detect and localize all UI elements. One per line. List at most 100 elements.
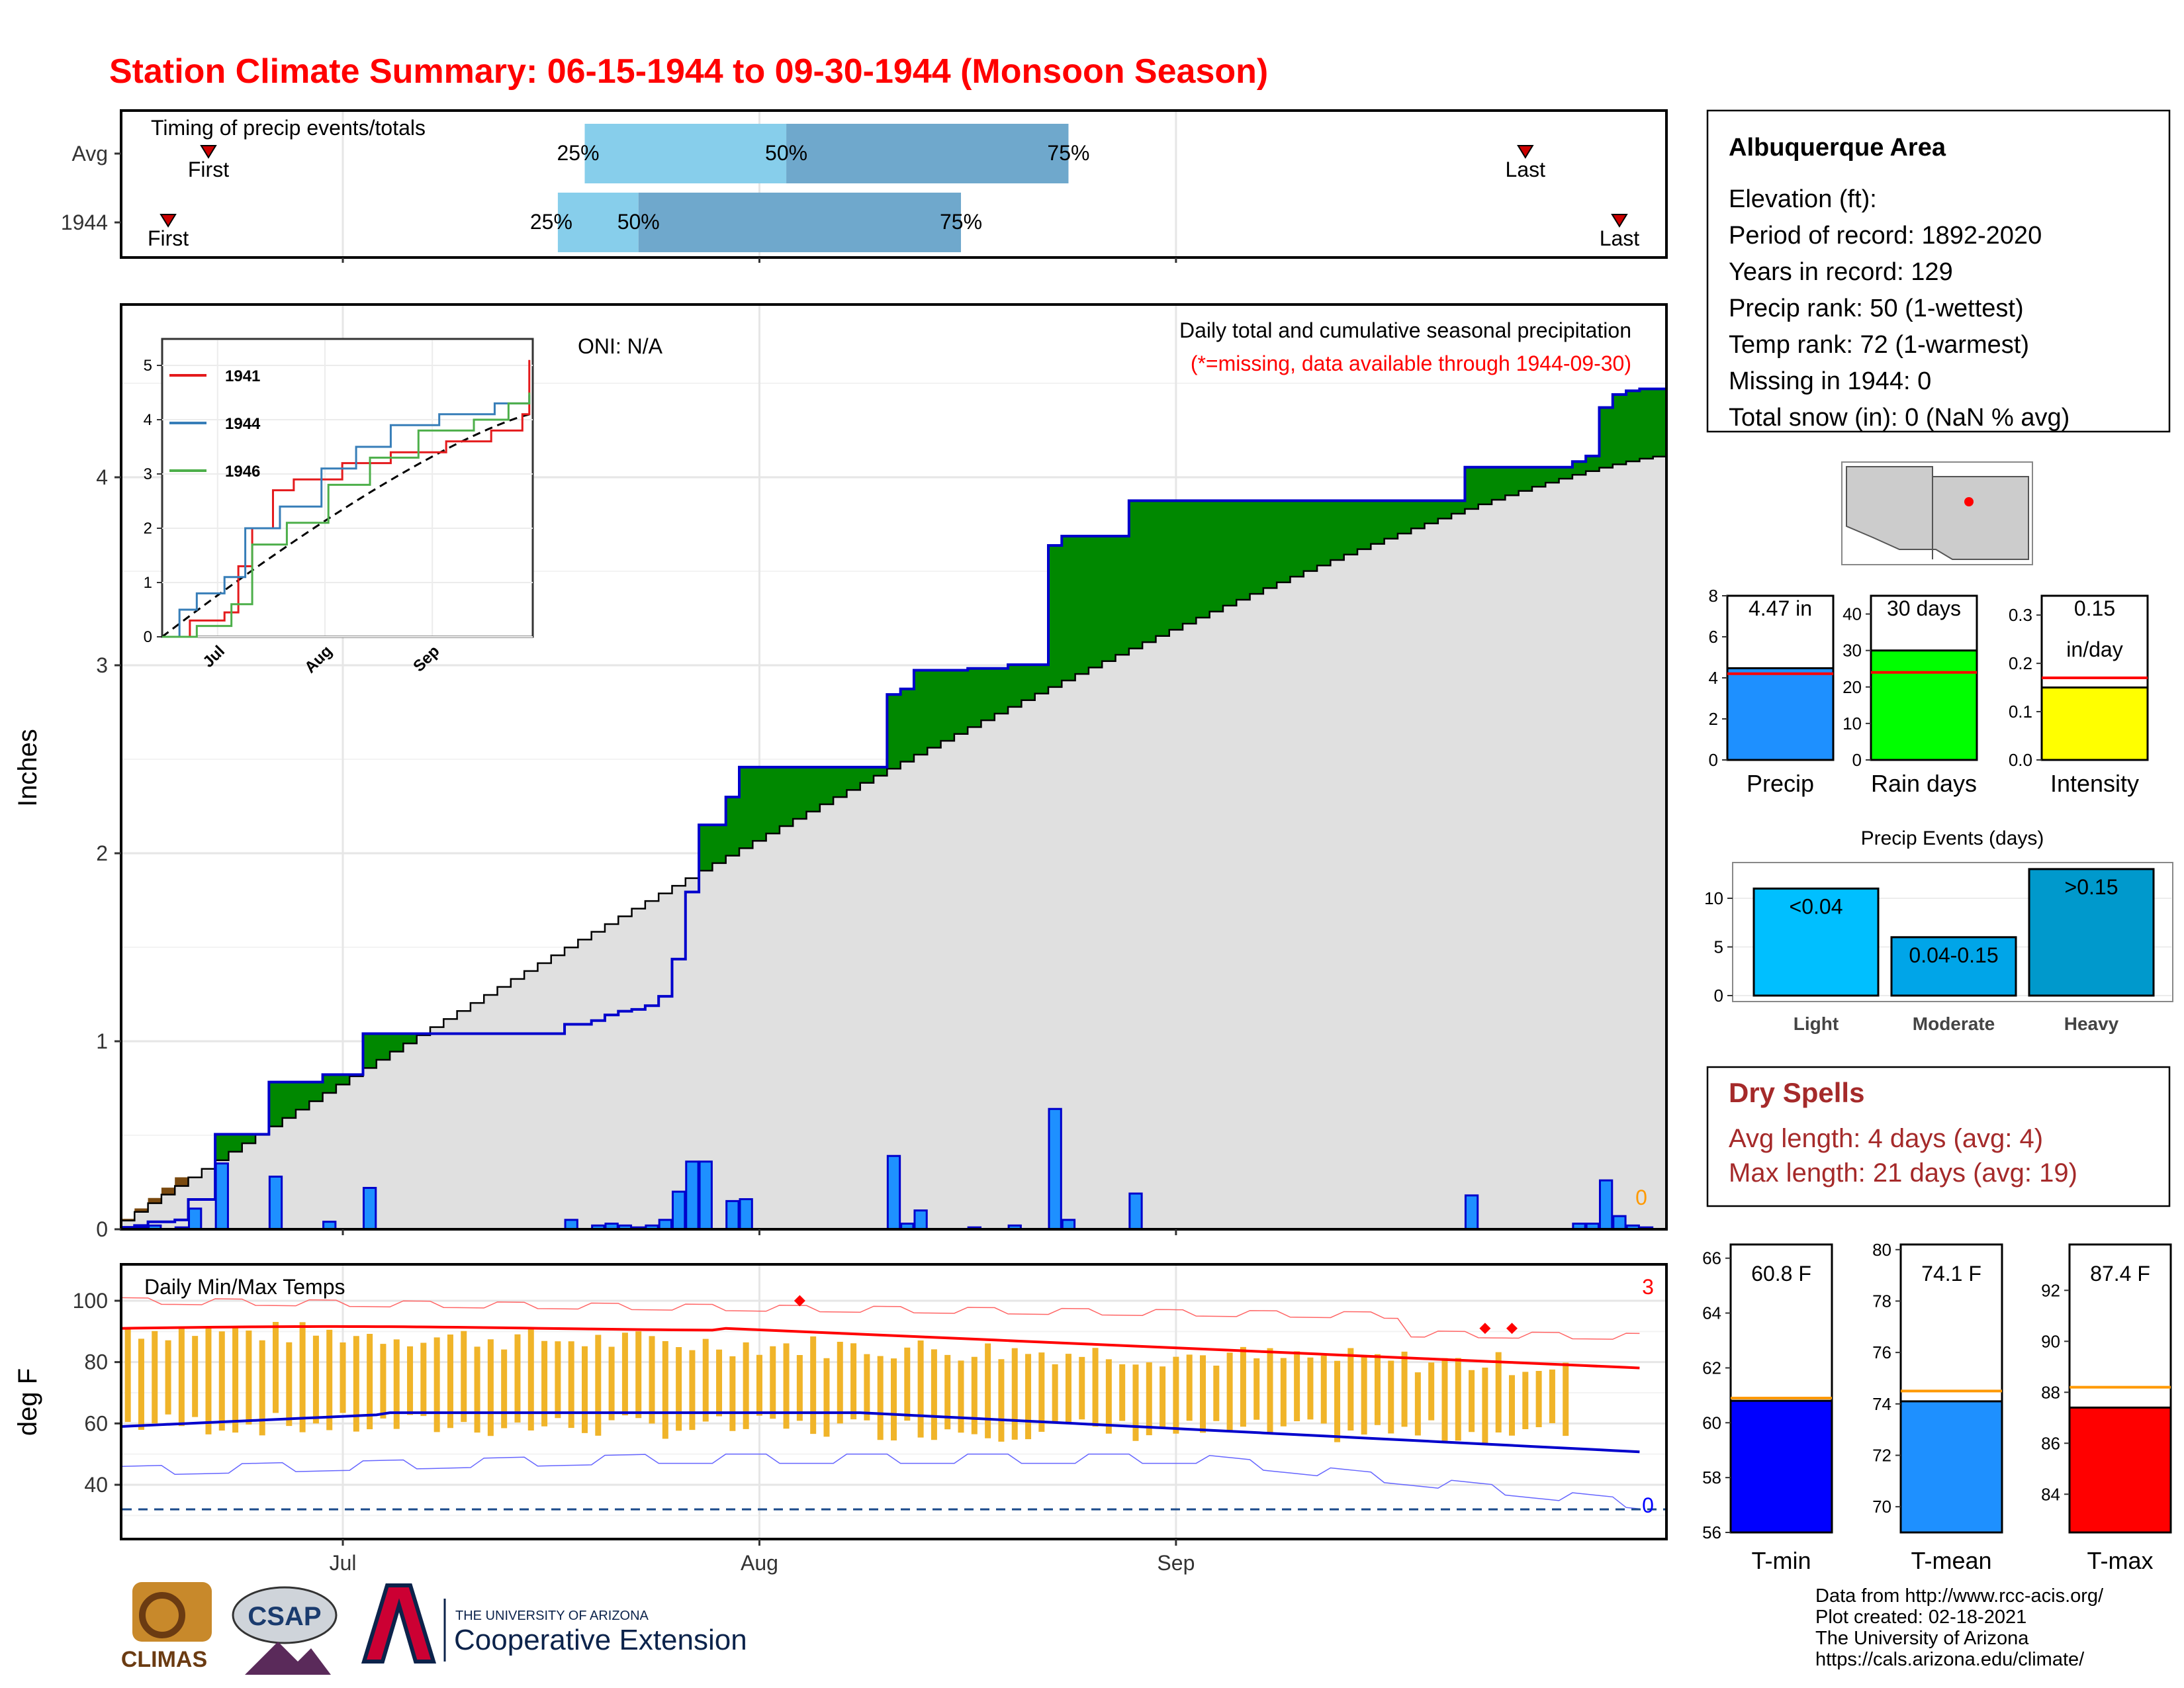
inset-series-line: [162, 395, 531, 638]
credit-line-2: Plot created: 02-18-2021: [1815, 1607, 2026, 1628]
record-high-marker: [794, 1295, 805, 1307]
avg-cum-area: [120, 455, 1668, 1231]
events-bar: [2028, 868, 2155, 997]
tbar-ytick-label: 88: [2041, 1382, 2060, 1402]
mini-bar: [1726, 667, 1835, 761]
timing-bar-late: [786, 124, 1069, 183]
tbar-ytick-label: 80: [1872, 1240, 1891, 1260]
mini-ytick-label: 40: [1843, 604, 1862, 624]
timing-first-marker: [159, 214, 177, 228]
record-high-marker: [1479, 1323, 1491, 1335]
mini-value-label: 30 days: [1887, 596, 1961, 620]
oni-label: ONI: N/A: [578, 334, 663, 358]
timing-label: Timing of precip events/totals: [151, 116, 426, 140]
tbar-ytick-label: 64: [1702, 1303, 1721, 1323]
info-frame: [1706, 109, 2171, 433]
timing-row-label: 1944: [61, 211, 108, 234]
timing-last-marker: [1611, 214, 1628, 228]
daily-precip-bar: [1061, 1219, 1076, 1231]
tbar-ytick-label: 92: [2041, 1280, 2060, 1300]
mini-ytick-label: 0.3: [2009, 605, 2032, 625]
tbar-ytick-label: 56: [1702, 1523, 1721, 1542]
ua-logo: THE UNIVERSITY OF ARIZONA Cooperative Ex…: [361, 1583, 747, 1664]
precip-panel: 0 1 2 3 4 Inches ONI: N/A Daily total and cu…: [13, 303, 1668, 1241]
record-high-marker: [1506, 1323, 1518, 1335]
precip-ylabel: Inches: [13, 729, 42, 807]
tbar-value-label: 74.1 F: [1921, 1262, 1981, 1286]
daily-precip-bar: [1598, 1179, 1614, 1231]
timing-p25: 25%: [530, 210, 572, 234]
temp-ytick-label: 80: [84, 1350, 108, 1374]
daily-precip-bar: [214, 1162, 229, 1231]
timing-bar-early: [584, 124, 787, 183]
station-name: Albuquerque Area: [1729, 134, 1946, 162]
dry-spells-box: Dry Spells Avg length: 4 days (avg: 4) M…: [1706, 1066, 2171, 1207]
tbar-ytick-label: 74: [1872, 1394, 1891, 1414]
mini-ytick-label: 0: [1709, 750, 1718, 770]
info-line: Temp rank: 72 (1-warmest): [1729, 331, 2029, 359]
daily-precip-bar: [739, 1198, 753, 1231]
mini-ytick-label: 0: [1852, 750, 1862, 770]
daily-precip-bar: [658, 1219, 672, 1231]
dry-title: Dry Spells: [1729, 1077, 1864, 1108]
tbar-ytick-label: 78: [1872, 1291, 1891, 1311]
temp-xtick-label: Aug: [741, 1551, 778, 1575]
timing-p50: 50%: [765, 141, 807, 165]
tbar-bar: [2068, 1406, 2172, 1534]
temp-ytick-label: 100: [73, 1289, 108, 1313]
temp-label: Daily Min/Max Temps: [144, 1275, 345, 1299]
precip-note: Daily total and cumulative seasonal prec…: [1179, 318, 1631, 342]
temp-xtick-label: Jul: [330, 1551, 357, 1575]
mini-ytick-label: 0.0: [2009, 750, 2032, 770]
mini-bar-name: Rain days: [1871, 770, 1977, 797]
mini-ytick-label: 0.1: [2009, 702, 2032, 722]
events-bar-label: >0.15: [2065, 875, 2118, 899]
inset-ytick-label: 0: [144, 628, 152, 646]
daily-precip-bar: [1128, 1192, 1143, 1231]
temp-frame: [120, 1263, 1668, 1540]
mini-ytick-label: 4: [1709, 668, 1718, 688]
station-dot: [1964, 497, 1974, 506]
inset-series-line: [162, 393, 531, 638]
timing-first-label: First: [188, 158, 229, 181]
tbar-bar: [1899, 1400, 2003, 1534]
daily-precip-bar: [362, 1187, 377, 1231]
daily-precip-bar: [725, 1199, 740, 1231]
events-bar-name: Heavy: [2064, 1013, 2119, 1034]
daily-precip-bar: [564, 1219, 578, 1231]
tbar-ytick-label: 76: [1872, 1342, 1891, 1362]
timing-last-label: Last: [1600, 226, 1640, 250]
mini-value-label: 4.47 in: [1749, 596, 1812, 620]
events-ytick-label: 5: [1714, 937, 1723, 957]
inset-ytick-label: 4: [144, 411, 152, 429]
tbar-name: T-mean: [1911, 1547, 1991, 1574]
timing-p25: 25%: [557, 141, 599, 165]
climas-logo: CLIMAS: [121, 1582, 212, 1672]
record-high-line: [120, 1297, 1640, 1340]
timing-panel: Timing of precip events/totals Avg 25% 50%…: [61, 109, 1668, 263]
timing-last-label: Last: [1506, 158, 1546, 181]
timing-first-label: First: [148, 226, 189, 250]
temp-xtick-label: Sep: [1157, 1551, 1195, 1575]
precip-ytick-label: 0: [96, 1217, 108, 1241]
precip-ytick-label: 1: [96, 1029, 108, 1053]
inset-avg-line: [161, 413, 530, 638]
daily-precip-bar: [886, 1154, 901, 1231]
cum-precip-line: [121, 387, 1666, 1229]
tbar-bar: [1729, 1399, 1833, 1534]
mini-ytick-label: 2: [1709, 709, 1718, 729]
ua-extension: Cooperative Extension: [454, 1624, 747, 1656]
tbar-ytick-label: 84: [2041, 1484, 2060, 1504]
dry-frame: [1706, 1066, 2171, 1207]
mini-bar: [2040, 686, 2149, 761]
credit-line-3: The University of Arizona: [1815, 1628, 2029, 1649]
timing-p75: 75%: [1047, 141, 1089, 165]
daily-precip-bar: [671, 1190, 686, 1231]
tbar-ytick-label: 58: [1702, 1468, 1721, 1487]
tbar-ytick-label: 66: [1702, 1248, 1721, 1268]
mini-bar-name: Precip: [1747, 770, 1814, 797]
page-title: Station Climate Summary: 06-15-1944 to 0…: [109, 52, 1268, 91]
daily-precip-bar: [1048, 1107, 1062, 1231]
tbar-ytick-label: 60: [1702, 1413, 1721, 1432]
mini-bar: [1870, 649, 1978, 761]
